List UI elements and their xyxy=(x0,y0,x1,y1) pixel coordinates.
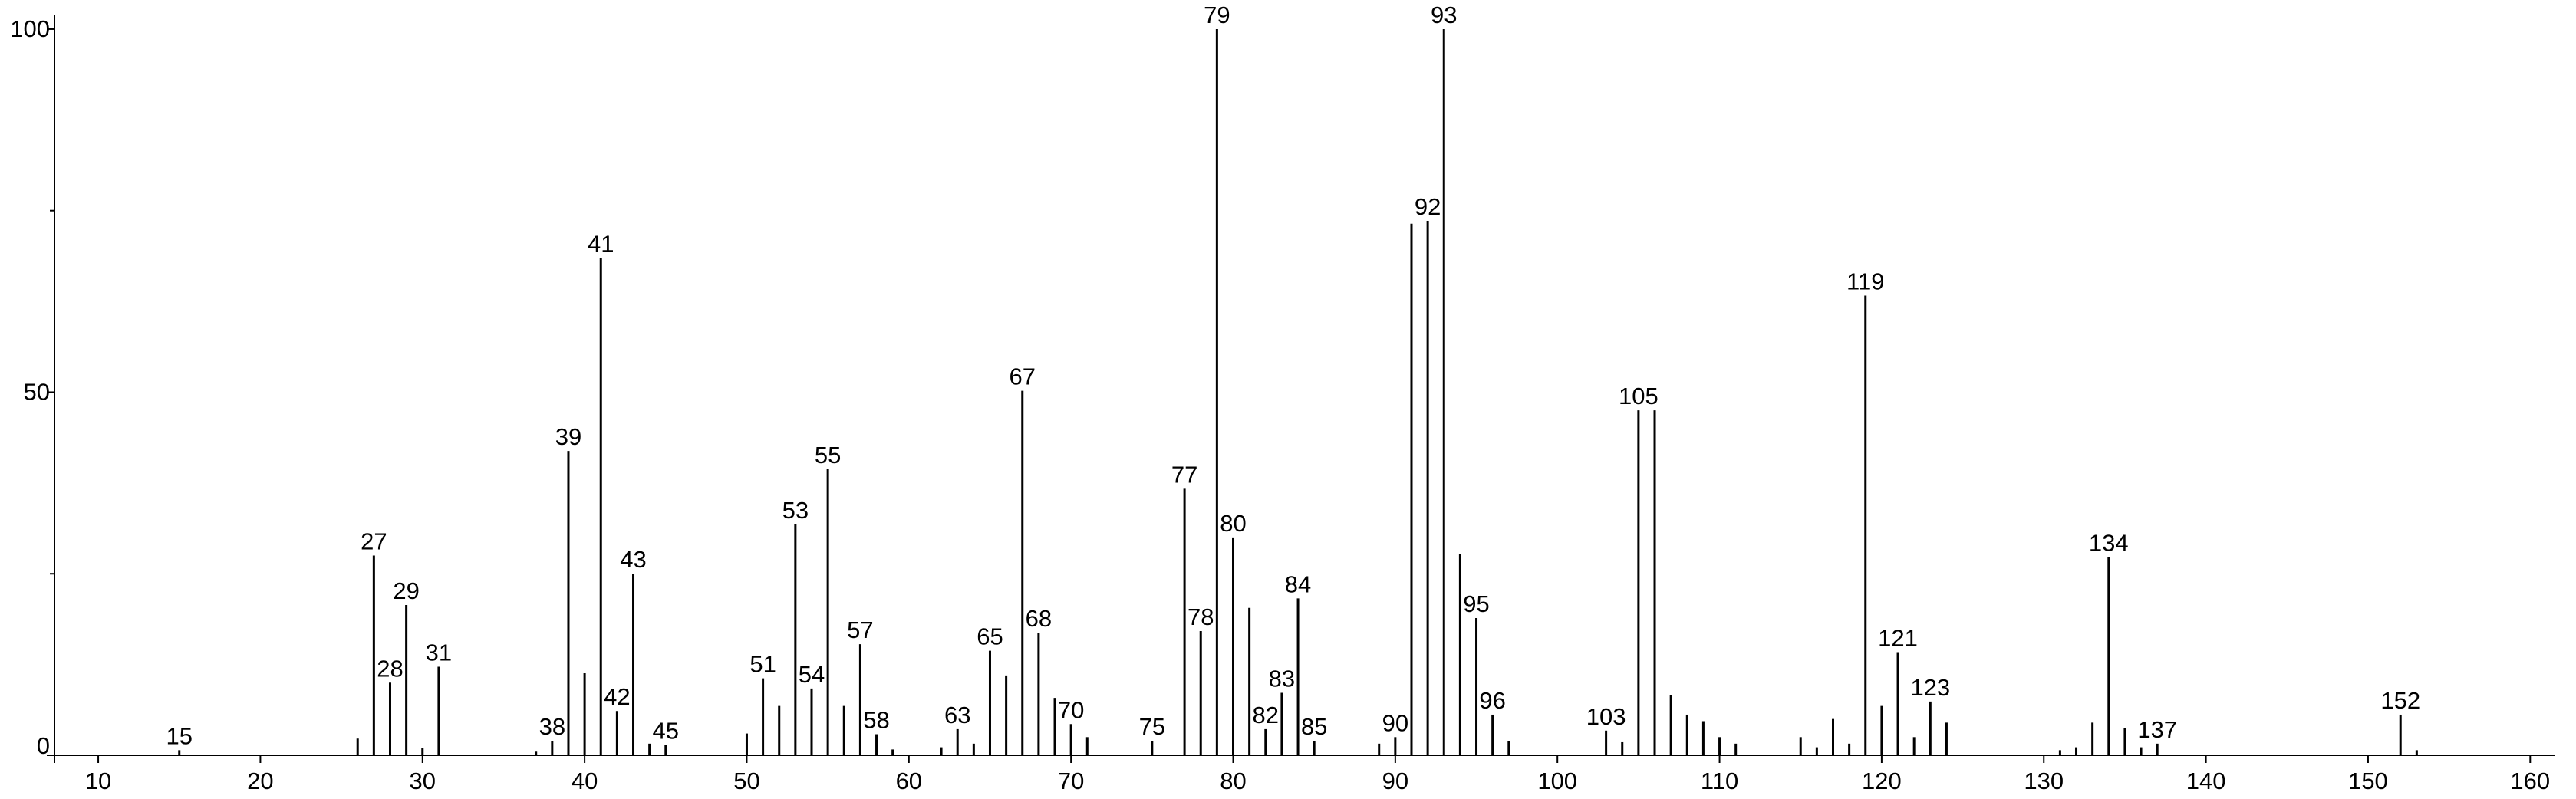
peak-label: 85 xyxy=(1301,713,1327,740)
peak-label: 39 xyxy=(555,423,581,450)
peak-label: 27 xyxy=(361,528,387,555)
peak-label: 65 xyxy=(977,623,1003,650)
peak-label: 31 xyxy=(426,639,452,666)
peak-label: 105 xyxy=(1619,383,1659,409)
y-tick-label: 100 xyxy=(10,15,50,42)
peak-label: 121 xyxy=(1878,625,1918,652)
x-tick-label: 150 xyxy=(2348,768,2388,794)
peak-label: 77 xyxy=(1171,461,1197,488)
peak-label: 83 xyxy=(1269,666,1295,692)
peak-label: 79 xyxy=(1204,2,1230,28)
x-tick-label: 70 xyxy=(1058,768,1084,794)
x-tick-label: 50 xyxy=(733,768,759,794)
peak-label: 15 xyxy=(166,722,192,749)
x-tick-label: 130 xyxy=(2024,768,2064,794)
peak-label: 103 xyxy=(1586,703,1626,730)
y-tick-label: 50 xyxy=(24,378,50,405)
x-tick-label: 40 xyxy=(572,768,598,794)
peak-label: 54 xyxy=(799,661,825,688)
peak-label: 90 xyxy=(1382,709,1408,736)
peak-label: 93 xyxy=(1431,2,1457,28)
peak-label: 134 xyxy=(2089,529,2129,556)
peak-label: 92 xyxy=(1415,193,1441,220)
peak-label: 152 xyxy=(2380,687,2420,714)
x-tick-label: 60 xyxy=(896,768,922,794)
peak-label: 58 xyxy=(863,707,889,734)
x-tick-label: 80 xyxy=(1220,768,1246,794)
x-tick-label: 100 xyxy=(1537,768,1577,794)
peak-label: 68 xyxy=(1026,605,1052,632)
peak-label: 63 xyxy=(944,702,970,728)
peak-label: 75 xyxy=(1139,713,1165,740)
peak-label: 137 xyxy=(2137,716,2177,743)
peak-label: 78 xyxy=(1188,603,1214,630)
peak-label: 55 xyxy=(815,442,841,469)
peak-label: 82 xyxy=(1253,702,1279,728)
peak-label: 43 xyxy=(620,546,646,573)
peak-label: 28 xyxy=(377,655,403,682)
x-tick-label: 20 xyxy=(247,768,273,794)
x-tick-label: 110 xyxy=(1701,768,1738,794)
x-tick-label: 90 xyxy=(1382,768,1408,794)
peak-label: 84 xyxy=(1285,570,1311,597)
peak-label: 41 xyxy=(588,230,614,257)
peak-label: 95 xyxy=(1463,590,1489,617)
peak-label: 123 xyxy=(1910,674,1950,701)
peak-label: 29 xyxy=(393,577,419,604)
peak-label: 96 xyxy=(1479,687,1505,714)
peak-label: 42 xyxy=(604,683,630,710)
peak-label: 80 xyxy=(1220,510,1246,537)
x-tick-label: 140 xyxy=(2186,768,2226,794)
peak-label: 51 xyxy=(749,651,776,678)
x-tick-label: 160 xyxy=(2510,768,2550,794)
x-tick-label: 120 xyxy=(1862,768,1902,794)
x-tick-label: 10 xyxy=(85,768,111,794)
peak-label: 119 xyxy=(1846,268,1884,295)
peak-label: 67 xyxy=(1010,363,1036,390)
peak-label: 38 xyxy=(539,713,565,740)
x-tick-label: 30 xyxy=(410,768,436,794)
peak-label: 57 xyxy=(847,617,873,643)
peak-label: 53 xyxy=(782,497,809,524)
peak-label: 70 xyxy=(1058,696,1084,723)
y-tick-label: 0 xyxy=(37,732,50,759)
peak-label: 45 xyxy=(653,718,679,745)
